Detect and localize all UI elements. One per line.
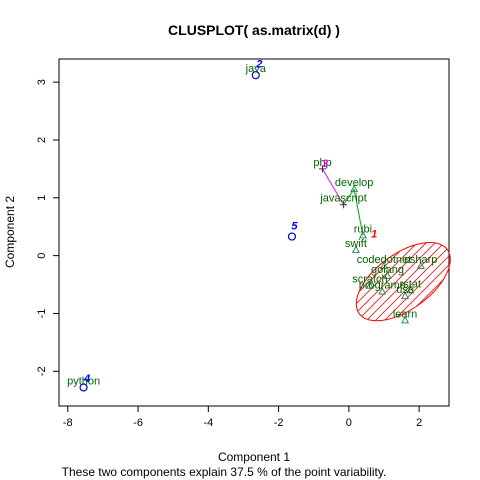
chart-subtitle: These two components explain 37.5 % of t… xyxy=(62,465,387,479)
label-php: php xyxy=(313,157,331,169)
label-learn: learn xyxy=(393,308,417,320)
x-axis-label: Component 1 xyxy=(218,450,290,464)
point-develop xyxy=(350,184,359,193)
x-tick-label-1: -6 xyxy=(133,417,143,429)
x-tick-label-3: -2 xyxy=(274,417,284,429)
label-use: use xyxy=(396,284,414,296)
x-tick-label-0: -8 xyxy=(63,417,73,429)
hatch-line xyxy=(342,227,464,337)
label-codedotnet: codedotnet xyxy=(357,254,411,266)
hatch-line xyxy=(342,227,464,337)
plot-frame xyxy=(58,58,450,407)
point-use xyxy=(401,291,410,300)
y-tick-label-3: 1 xyxy=(36,195,48,201)
point-csharp xyxy=(416,261,425,270)
hatch-line xyxy=(342,227,464,337)
label-golang: golang xyxy=(371,264,404,276)
point-golang xyxy=(383,271,392,279)
x-axis: -8 -6 -4 -2 0 2 xyxy=(63,406,422,429)
x-tick-label-4: 0 xyxy=(346,417,352,429)
hatch-line xyxy=(342,227,464,337)
label-java: java xyxy=(245,63,267,75)
y-tick-label-2: 0 xyxy=(36,253,48,259)
label-develop: develop xyxy=(335,177,374,189)
hatch-line xyxy=(420,227,464,337)
hatch-line xyxy=(342,227,464,337)
cluster-ellipse-1 xyxy=(355,242,451,322)
label-javascript: javascript xyxy=(319,193,366,205)
hatch-line xyxy=(342,227,464,337)
point-php xyxy=(319,165,327,173)
point-javascript xyxy=(340,201,348,209)
label-swift: swift xyxy=(345,238,367,250)
cluster-id-labels: 1 2 3 4 5 xyxy=(83,59,377,386)
point-learn xyxy=(401,315,410,324)
y-axis: -2 -1 0 1 2 3 xyxy=(36,79,59,376)
cluster-id-5: 5 xyxy=(291,221,298,233)
point-codedotnet xyxy=(379,261,389,270)
label-python: python xyxy=(67,375,100,387)
label-rstat: rstat xyxy=(400,278,421,290)
y-tick-label-5: 3 xyxy=(36,79,48,85)
y-tick-label-4: 2 xyxy=(36,137,48,143)
hatch-line xyxy=(438,227,464,337)
connector-line-0 xyxy=(322,168,345,205)
chart-title: CLUSPLOT( as.matrix(d) ) xyxy=(168,22,340,38)
cluster-ellipses xyxy=(342,227,464,337)
point-labels: java php develop javascript rubi swift codedot… xyxy=(67,63,437,387)
label-programe: programe xyxy=(359,279,406,291)
point-programe xyxy=(378,286,387,295)
point-java xyxy=(251,71,260,80)
hatch-line xyxy=(411,227,464,337)
label-scratch: scratch xyxy=(352,274,387,286)
point-python xyxy=(79,383,88,392)
y-axis-label: Component 2 xyxy=(3,196,17,268)
y-tick-label-1: -1 xyxy=(36,309,48,319)
connector-line-2 xyxy=(353,189,364,236)
cluster-id-1: 1 xyxy=(371,229,377,241)
point-rubi xyxy=(358,230,367,239)
label-csharp: csharp xyxy=(404,254,437,266)
point-cluster-5 xyxy=(287,232,297,241)
label-rubi: rubi xyxy=(354,223,372,235)
hatch-line xyxy=(342,227,464,337)
cluster-id-3: 3 xyxy=(322,158,328,170)
data-points xyxy=(79,71,425,392)
x-tick-label-5: 2 xyxy=(416,417,422,429)
point-swift xyxy=(351,245,360,253)
cluster-id-2: 2 xyxy=(255,59,262,71)
x-tick-label-2: -4 xyxy=(203,417,213,429)
cluster-id-4: 4 xyxy=(83,373,90,385)
point-rstat xyxy=(406,285,415,294)
hatch-line xyxy=(342,227,464,337)
hatch-line xyxy=(342,227,464,337)
hatch-line xyxy=(429,227,464,337)
y-tick-label-0: -2 xyxy=(36,366,48,376)
point-scratch xyxy=(365,281,374,289)
ellipse-hatch-0 xyxy=(342,227,464,337)
